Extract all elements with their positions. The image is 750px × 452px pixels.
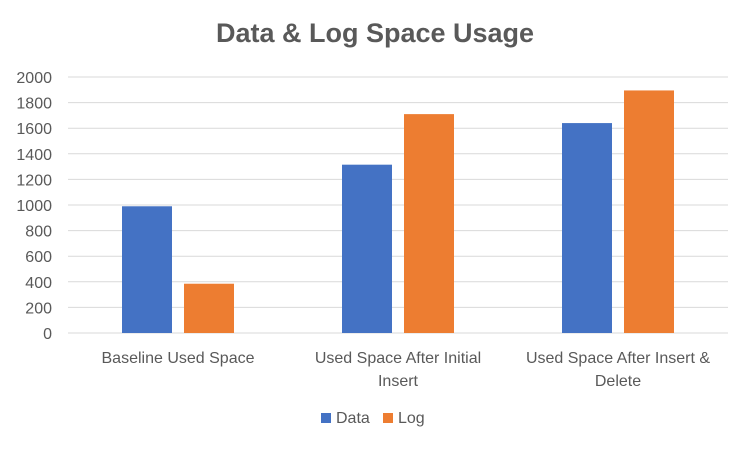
x-category-label: Used Space After Initial (315, 350, 481, 367)
y-tick-label: 600 (25, 249, 52, 266)
legend-label-data: Data (336, 410, 370, 427)
bar-data-2 (562, 123, 612, 333)
bar-data-1 (342, 164, 392, 333)
y-tick-label: 1200 (16, 172, 52, 189)
chart-title: Data & Log Space Usage (215, 18, 535, 48)
x-category-label: Baseline Used Space (102, 350, 255, 367)
x-category-label: Delete (595, 373, 641, 390)
bar-data-0 (122, 206, 172, 333)
y-tick-label: 400 (25, 275, 52, 292)
legend-swatch-log (383, 413, 393, 423)
y-tick-label: 1400 (16, 147, 52, 164)
y-tick-label: 2000 (16, 70, 52, 87)
legend-label-log: Log (398, 410, 425, 427)
y-tick-label: 1000 (16, 198, 52, 215)
y-tick-label: 1600 (16, 121, 52, 138)
y-tick-label: 1800 (16, 96, 52, 113)
bar-log-1 (404, 114, 454, 334)
y-tick-label: 200 (25, 300, 52, 317)
bar-log-2 (624, 90, 674, 333)
legend-swatch-data (321, 413, 331, 423)
y-tick-label: 800 (25, 224, 52, 241)
bar-log-0 (184, 283, 234, 333)
x-category-label: Insert (378, 373, 419, 390)
x-category-label: Used Space After Insert & (526, 350, 710, 367)
y-tick-label: 0 (43, 326, 52, 343)
